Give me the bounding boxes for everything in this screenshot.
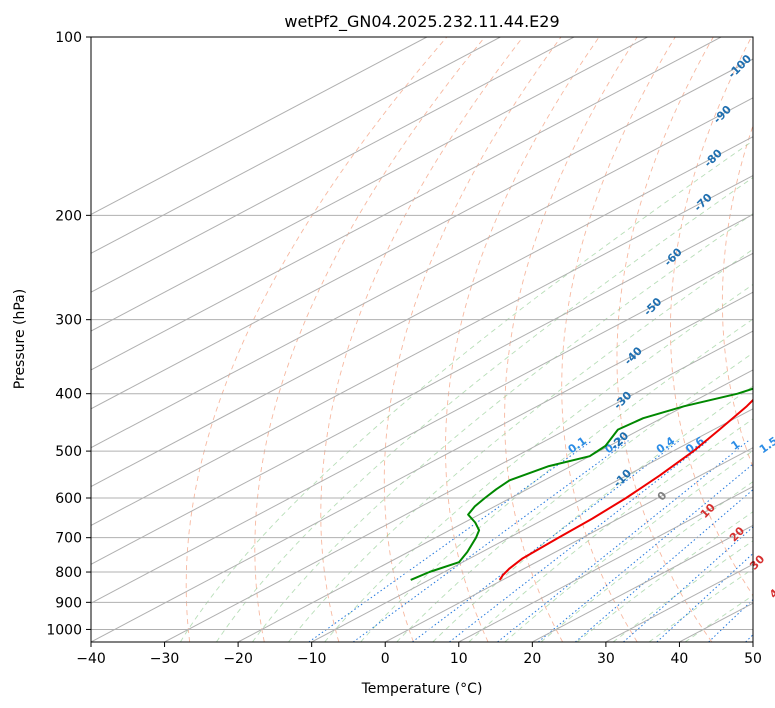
isotherm-line bbox=[384, 447, 753, 642]
isotherm-label: 40 bbox=[767, 581, 775, 601]
isotherm-line bbox=[237, 369, 753, 642]
isotherm-line bbox=[91, 37, 648, 332]
grid bbox=[91, 37, 753, 642]
dry-adiabat bbox=[670, 37, 753, 597]
x-axis-label: Temperature (°C) bbox=[361, 681, 483, 697]
mixing-ratio-line bbox=[623, 526, 753, 642]
isotherm-line bbox=[91, 136, 753, 488]
temperature-profile bbox=[498, 398, 753, 581]
moist-adiabat bbox=[540, 481, 753, 642]
moist-adiabat bbox=[648, 568, 753, 642]
isotherm-line bbox=[91, 37, 428, 216]
dry-adiabat bbox=[383, 37, 562, 642]
x-tick-label: 50 bbox=[744, 651, 762, 667]
moist-adiabat bbox=[468, 418, 753, 642]
mixing-ratio-line bbox=[412, 440, 680, 642]
profile-series bbox=[410, 387, 753, 581]
background-lines bbox=[180, 37, 753, 642]
moist-adiabat bbox=[396, 352, 753, 642]
x-tick-label: −30 bbox=[150, 651, 180, 667]
mixing-ratio-line bbox=[656, 552, 753, 642]
dry-adiabat bbox=[445, 37, 600, 642]
dry-adiabat bbox=[721, 124, 753, 469]
x-tick-label: −10 bbox=[297, 651, 327, 667]
dry-adiabat bbox=[616, 37, 714, 642]
x-tick-label: 10 bbox=[450, 651, 468, 667]
dry-adiabat bbox=[504, 37, 638, 642]
isotherm-line bbox=[91, 97, 753, 449]
x-tick-label: 20 bbox=[523, 651, 541, 667]
moist-adiabat bbox=[324, 283, 753, 642]
plot-frame bbox=[90, 36, 754, 643]
y-tick-label: 500 bbox=[55, 444, 82, 460]
dewpoint-profile bbox=[410, 387, 753, 581]
y-tick-label: 1000 bbox=[46, 622, 82, 638]
moist-adiabat bbox=[504, 450, 753, 642]
y-tick-label: 400 bbox=[55, 387, 82, 403]
y-tick-label: 100 bbox=[55, 30, 82, 46]
isotherm-line bbox=[91, 58, 753, 410]
isotherm-line bbox=[91, 213, 753, 565]
y-axis-label: Pressure (hPa) bbox=[12, 289, 28, 389]
x-tick-label: 40 bbox=[671, 651, 689, 667]
chart-title: wetPf2_GN04.2025.232.11.44.E29 bbox=[284, 12, 559, 32]
dry-adiabat bbox=[254, 37, 486, 642]
moist-adiabat bbox=[684, 594, 753, 642]
mixing-ratio-line bbox=[449, 440, 709, 642]
isotherm-line bbox=[458, 485, 753, 642]
moist-adiabat bbox=[288, 248, 753, 642]
moist-adiabat bbox=[360, 318, 753, 642]
isotherm-line bbox=[532, 524, 753, 642]
isotherm-line bbox=[91, 37, 501, 254]
isotherm-line bbox=[91, 37, 575, 293]
y-tick-label: 900 bbox=[55, 595, 82, 611]
isotherm-line bbox=[164, 330, 753, 642]
mixing-ratio-line bbox=[352, 440, 629, 642]
y-tick-label: 200 bbox=[55, 208, 82, 224]
x-tick-label: 30 bbox=[597, 651, 615, 667]
isotherm-line bbox=[91, 252, 753, 604]
y-tick-label: 300 bbox=[55, 313, 82, 329]
x-tick-label: 0 bbox=[381, 651, 390, 667]
axes: −40 −30 −20 −10 0 10 20 30 40 50 100 200 300 400 500 60… bbox=[46, 30, 762, 667]
isotherm-line bbox=[91, 291, 753, 642]
dry-adiabat bbox=[561, 37, 676, 642]
dry-adiabat bbox=[320, 37, 524, 642]
dry-adiabat bbox=[185, 37, 448, 642]
mixing-ratio-line bbox=[574, 488, 753, 642]
mixing-ratio-line bbox=[308, 440, 593, 642]
y-tick-label: 700 bbox=[55, 531, 82, 547]
isotherm-line bbox=[91, 175, 753, 526]
isotherm-line bbox=[91, 37, 722, 371]
y-tick-label: 600 bbox=[55, 491, 82, 507]
y-tick-label: 800 bbox=[55, 565, 82, 581]
x-tick-label: −40 bbox=[76, 651, 106, 667]
x-tick-label: −20 bbox=[223, 651, 253, 667]
moist-adiabat bbox=[216, 176, 753, 642]
isotherm-line bbox=[311, 408, 753, 642]
